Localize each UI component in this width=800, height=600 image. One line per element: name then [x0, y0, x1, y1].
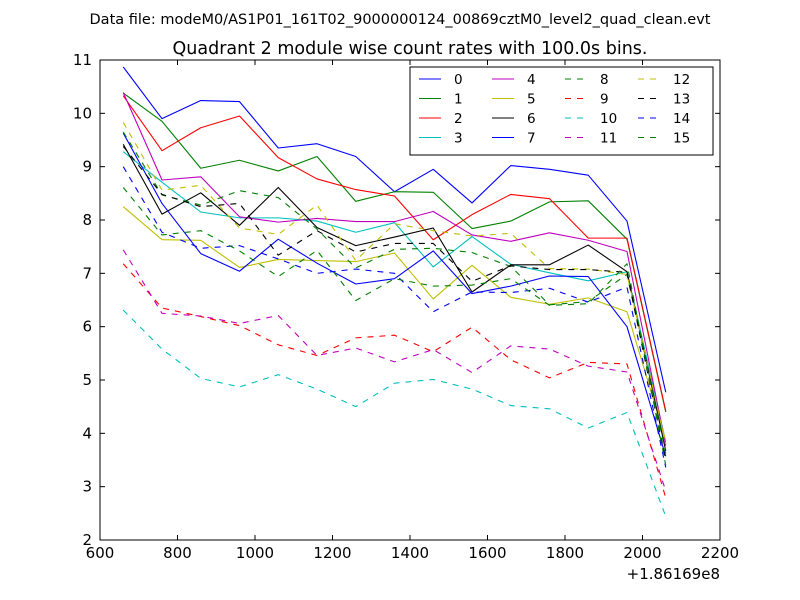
y-tick-label: 5: [82, 371, 92, 389]
legend-label-7: 7: [527, 131, 536, 147]
y-tick-label: 2: [82, 531, 92, 549]
x-tick-label: 1800: [546, 544, 584, 562]
legend-label-11: 11: [600, 131, 617, 147]
series-line-8: [122, 131, 667, 454]
data-file-title: Data file: modeM0/AS1P01_161T02_90000001…: [90, 12, 711, 28]
x-tick-label: 2200: [701, 544, 739, 562]
legend-label-4: 4: [527, 72, 536, 88]
series-line-4: [122, 92, 667, 446]
series-line-11: [122, 249, 667, 492]
legend-label-5: 5: [527, 92, 536, 108]
legend-label-6: 6: [527, 111, 536, 127]
series-line-9: [122, 263, 667, 499]
x-tick-label: 2000: [623, 544, 661, 562]
legend-label-12: 12: [673, 72, 690, 88]
legend-label-15: 15: [673, 131, 690, 147]
legend-label-1: 1: [454, 92, 463, 108]
series-line-2: [122, 95, 667, 412]
series-line-6: [122, 144, 667, 452]
x-tick-label: 800: [163, 544, 192, 562]
y-tick-label: 11: [73, 51, 92, 69]
series-line-14: [122, 166, 667, 468]
legend-label-9: 9: [600, 92, 609, 108]
y-tick-label: 9: [82, 158, 92, 176]
legend-label-3: 3: [454, 131, 463, 147]
legend-label-8: 8: [600, 72, 609, 88]
y-tick-label: 6: [82, 318, 92, 336]
legend-label-13: 13: [673, 92, 690, 108]
y-tick-label: 3: [82, 478, 92, 496]
y-tick-label: 8: [82, 211, 92, 229]
x-tick-label: 1000: [236, 544, 274, 562]
x-tick-label: 1200: [313, 544, 351, 562]
series-line-1: [122, 92, 667, 413]
legend-label-0: 0: [454, 72, 463, 88]
legend-label-2: 2: [454, 111, 463, 127]
axes-layer: 600 800 1000 1200 1400 1600 1800 2000 2200 2 3 4 5 6 7…: [73, 51, 739, 562]
x-tick-label: 1400: [391, 544, 429, 562]
x-offset-label: +1.86169e8: [627, 565, 720, 583]
series-line-3: [122, 151, 667, 442]
y-tick-label: 10: [73, 104, 92, 122]
y-tick-label: 4: [82, 424, 92, 442]
y-tick-label: 7: [82, 264, 92, 282]
legend-label-14: 14: [673, 111, 690, 127]
series-line-10: [122, 309, 667, 517]
legend-label-10: 10: [600, 111, 617, 127]
series-line-5: [122, 206, 667, 441]
series-line-7: [122, 132, 667, 457]
x-tick-label: 600: [86, 544, 115, 562]
legend-box: [409, 66, 714, 156]
series-layer: [122, 66, 667, 517]
series-line-12: [122, 122, 667, 445]
chart-title: Quadrant 2 module wise count rates with …: [173, 39, 648, 59]
x-tick-label: 1600: [468, 544, 506, 562]
